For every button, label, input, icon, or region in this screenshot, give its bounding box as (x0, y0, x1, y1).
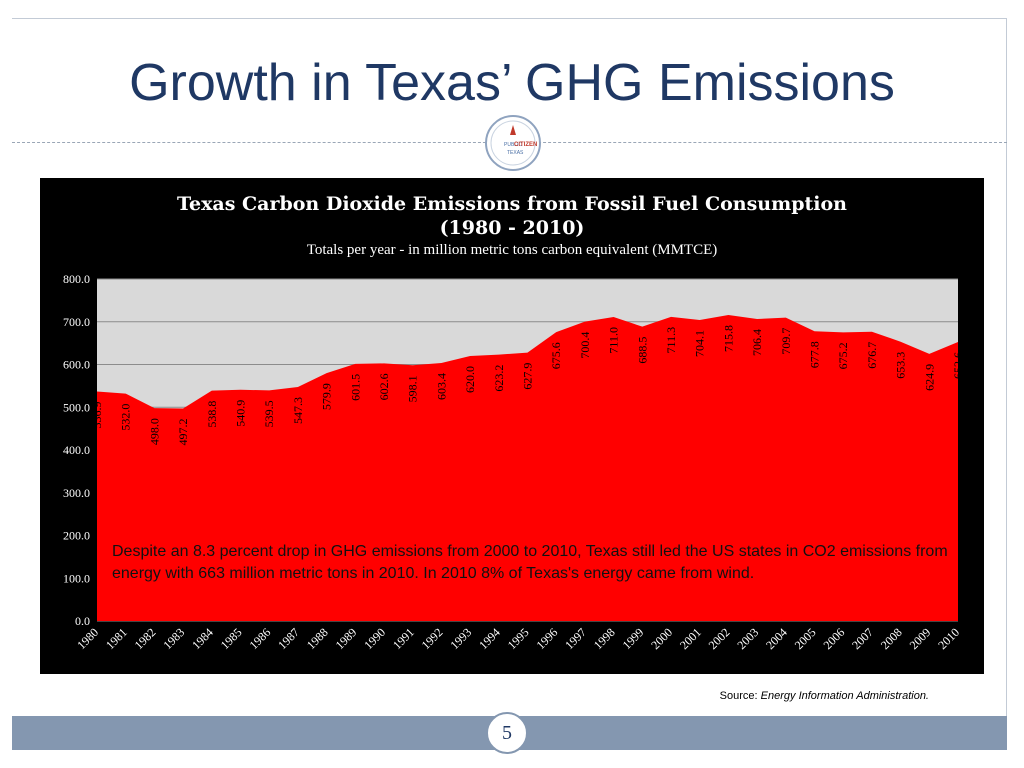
chart-annotation: Despite an 8.3 percent drop in GHG emiss… (112, 543, 948, 582)
y-tick-label: 800.0 (63, 272, 90, 286)
data-label: 498.0 (147, 418, 161, 445)
source-name: Energy Information Administration. (760, 690, 929, 702)
data-label: 711.0 (607, 327, 621, 354)
page-number: 5 (486, 712, 528, 754)
data-label: 602.6 (377, 373, 391, 400)
y-tick-label: 700.0 (63, 315, 90, 329)
data-label: 623.2 (492, 365, 506, 392)
x-tick-label: 1984 (189, 625, 216, 652)
chart-title-line2: (1980 - 2010) (439, 217, 585, 239)
logo-region-text: TEXAS (507, 150, 524, 156)
y-axis-ticks: 0.0 100.0 200.0 300.0 400.0 500.0 600.0 700.0 80… (63, 272, 90, 628)
x-tick-label: 1991 (390, 625, 417, 652)
chart-subtitle: Totals per year - in million metric tons… (306, 242, 718, 258)
x-tick-label: 1980 (74, 625, 101, 652)
x-tick-label: 1998 (591, 625, 618, 652)
data-label: 579.9 (320, 383, 334, 410)
data-label: 598.1 (406, 375, 420, 402)
y-tick-label: 400.0 (63, 443, 90, 457)
area-series (97, 314, 958, 621)
data-label: 715.8 (721, 325, 735, 352)
x-tick-label: 1986 (246, 625, 273, 652)
logo-graphic: PUBLIC CITIZEN TEXAS (490, 120, 537, 166)
data-labels: 536.9 532.0 498.0 497.2 538.8 540.9 539.5 547.3… (90, 325, 965, 445)
x-tick-label: 2000 (648, 625, 675, 652)
x-tick-label: 2008 (878, 625, 905, 652)
data-label: 709.7 (779, 328, 793, 355)
x-tick-label: 2006 (820, 625, 847, 652)
x-tick-label: 2002 (706, 625, 733, 652)
x-tick-label: 2001 (677, 625, 704, 652)
x-tick-label: 1995 (505, 625, 532, 652)
data-label: 601.5 (348, 374, 362, 401)
x-tick-label: 1996 (533, 625, 560, 652)
x-tick-label: 1987 (275, 625, 302, 652)
slide-title: Growth in Texas’ GHG Emissions (129, 54, 895, 112)
chart-panel: 0.0 100.0 200.0 300.0 400.0 500.0 600.0 700.0 80… (40, 178, 984, 674)
x-tick-label: 1992 (419, 625, 446, 652)
data-label: 711.3 (664, 327, 678, 354)
slide-frame (12, 18, 1007, 723)
y-tick-label: 200.0 (63, 529, 90, 543)
y-tick-label: 500.0 (63, 400, 90, 414)
x-tick-label: 2010 (935, 625, 962, 652)
chart-title-line1: Texas Carbon Dioxide Emissions from Foss… (177, 193, 847, 215)
y-tick-label: 600.0 (63, 358, 90, 372)
y-tick-label: 0.0 (75, 614, 90, 628)
x-tick-label: 2004 (763, 625, 790, 652)
x-tick-label: 2003 (734, 625, 761, 652)
source-prefix: Source: (719, 690, 758, 702)
x-tick-label: 1988 (304, 625, 331, 652)
emissions-chart: 0.0 100.0 200.0 300.0 400.0 500.0 600.0 700.0 80… (63, 272, 965, 652)
data-label: 540.9 (234, 400, 248, 427)
data-label: 627.9 (521, 363, 535, 390)
data-label: 653.3 (894, 352, 908, 379)
x-tick-label: 1982 (132, 625, 159, 652)
data-label: 620.0 (463, 366, 477, 393)
data-label: 676.7 (865, 342, 879, 369)
x-tick-label: 1985 (218, 625, 245, 652)
data-label: 539.5 (262, 400, 276, 427)
y-tick-label: 100.0 (63, 571, 90, 585)
x-tick-label: 2005 (792, 625, 819, 652)
data-label: 532.0 (119, 404, 133, 431)
x-tick-label: 1981 (103, 625, 130, 652)
x-tick-label: 1999 (620, 625, 647, 652)
flame-icon (510, 125, 516, 135)
data-label: 538.8 (205, 401, 219, 428)
data-label: 688.5 (635, 337, 649, 364)
data-label: 497.2 (176, 418, 190, 445)
public-citizen-texas-logo: PUBLIC CITIZEN TEXAS (485, 115, 541, 171)
x-tick-label: 1994 (476, 625, 503, 652)
x-tick-label: 1990 (361, 625, 388, 652)
data-label: 603.4 (434, 373, 448, 400)
data-label: 706.4 (750, 329, 764, 356)
x-tick-label: 2009 (907, 625, 934, 652)
source-note: Source: Energy Information Administratio… (720, 690, 929, 702)
x-tick-label: 1983 (160, 625, 187, 652)
data-label: 675.6 (549, 342, 563, 369)
data-label: 624.9 (922, 364, 936, 391)
y-tick-label: 300.0 (63, 486, 90, 500)
data-label: 536.9 (90, 401, 104, 428)
data-label: 652.6 (951, 352, 965, 379)
data-label: 700.4 (578, 332, 592, 359)
data-label: 677.8 (808, 341, 822, 368)
data-label: 675.2 (836, 342, 850, 369)
data-label: 704.1 (693, 330, 707, 357)
chart-title: Texas Carbon Dioxide Emissions from Foss… (40, 192, 984, 240)
logo-name-text: CITIZEN (514, 142, 537, 148)
x-axis-ticks: 1980 1981 1982 1983 1984 1985 1986 1987 1988 1989… (74, 625, 962, 652)
emissions-area (97, 314, 958, 621)
x-tick-label: 2007 (849, 625, 876, 652)
x-tick-label: 1989 (333, 625, 360, 652)
x-tick-label: 1997 (562, 625, 589, 652)
logo-top-text: PUBLIC (504, 142, 522, 148)
x-tick-label: 1993 (447, 625, 474, 652)
data-label: 547.3 (291, 397, 305, 424)
